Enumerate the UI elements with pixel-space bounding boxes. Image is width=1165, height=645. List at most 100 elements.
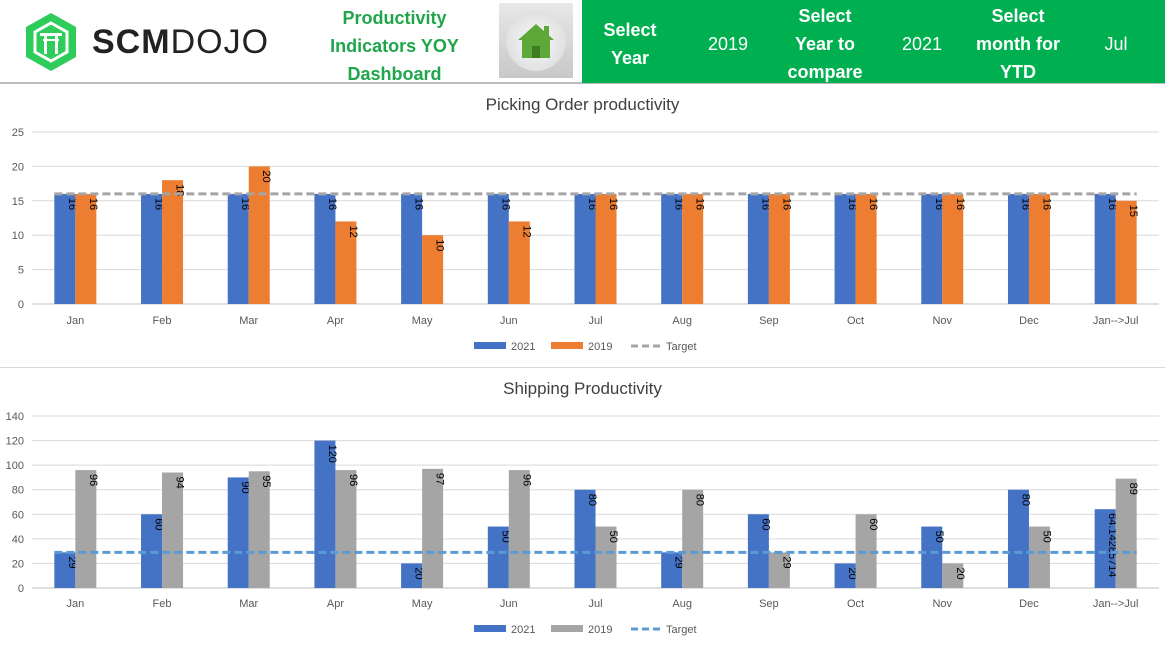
data-label: 16 bbox=[694, 198, 706, 210]
bar-2019 bbox=[855, 193, 877, 304]
legend-swatch bbox=[474, 342, 506, 349]
y-tick-label: 5 bbox=[18, 265, 24, 277]
bar-2021 bbox=[1007, 193, 1029, 304]
shipping-chart: 0 20 40 60 80 100 120 140 29 96 Jan 60 94 Feb 90 95 Mar 1… bbox=[6, 411, 1159, 636]
data-label: 97 bbox=[434, 473, 446, 485]
data-label: 16 bbox=[326, 198, 338, 210]
select-year-value[interactable]: 2019 bbox=[707, 34, 749, 54]
bar-2021 bbox=[574, 193, 596, 304]
bar-2019 bbox=[942, 563, 964, 588]
bar-2021 bbox=[834, 193, 856, 304]
x-tick-label: Nov bbox=[932, 598, 952, 610]
x-tick-label: May bbox=[412, 598, 433, 610]
bar-2021 bbox=[227, 193, 249, 304]
bar-2019 bbox=[595, 526, 617, 588]
y-tick-label: 25 bbox=[12, 127, 24, 139]
y-tick-label: 20 bbox=[12, 161, 24, 173]
y-tick-label: 0 bbox=[18, 299, 24, 311]
data-label: 16 bbox=[867, 198, 879, 210]
home-button[interactable] bbox=[499, 3, 573, 78]
bar-2019 bbox=[248, 166, 270, 304]
bar-2021 bbox=[487, 526, 509, 588]
data-label: 80 bbox=[694, 494, 706, 506]
data-label: 16 bbox=[607, 198, 619, 210]
y-tick-label: 0 bbox=[18, 583, 24, 595]
bar-2021 bbox=[661, 552, 683, 588]
x-tick-label: Sep bbox=[759, 598, 779, 610]
logo-icon bbox=[26, 13, 76, 71]
data-label: 16 bbox=[239, 198, 251, 210]
x-tick-label: Jul bbox=[588, 315, 602, 327]
bar-2021 bbox=[1007, 489, 1029, 588]
data-label: 90 bbox=[239, 481, 251, 493]
data-label: 16 bbox=[153, 198, 165, 210]
data-label: 50 bbox=[933, 531, 945, 543]
x-tick-label: Dec bbox=[1019, 315, 1039, 327]
chart-title: Shipping Productivity bbox=[503, 379, 662, 398]
data-label: 16 bbox=[846, 198, 858, 210]
legend-swatch bbox=[551, 625, 583, 632]
data-label: 12 bbox=[520, 225, 532, 237]
home-icon bbox=[518, 23, 554, 58]
data-label: 12 bbox=[347, 225, 359, 237]
bar-2021 bbox=[487, 193, 509, 304]
legend-label: 2021 bbox=[511, 624, 535, 636]
x-tick-label: Jul bbox=[588, 598, 602, 610]
data-label: 95 bbox=[260, 475, 272, 487]
legend-swatch bbox=[551, 342, 583, 349]
data-label: 64.14285714 bbox=[1106, 513, 1118, 577]
data-label: 80 bbox=[586, 494, 598, 506]
bar-2021 bbox=[574, 489, 596, 588]
x-tick-label: Feb bbox=[153, 315, 172, 327]
bar-2019 bbox=[75, 193, 97, 304]
x-tick-label: Jan-->Jul bbox=[1093, 315, 1139, 327]
month-ytd-value[interactable]: Jul bbox=[1104, 34, 1128, 54]
x-tick-label: Aug bbox=[672, 598, 692, 610]
bar-2019 bbox=[508, 221, 530, 304]
title-line: Indicators YOY bbox=[330, 36, 459, 56]
x-tick-label: Nov bbox=[932, 315, 952, 327]
x-tick-label: Feb bbox=[153, 598, 172, 610]
data-label: 15 bbox=[1127, 205, 1139, 217]
x-tick-label: Sep bbox=[759, 315, 779, 327]
bar-2019 bbox=[768, 193, 790, 304]
data-label: 29 bbox=[780, 556, 792, 568]
title-line: Productivity bbox=[342, 8, 447, 28]
legend-label: Target bbox=[666, 341, 697, 353]
x-tick-label: May bbox=[412, 315, 433, 327]
bar-2019 bbox=[1115, 200, 1137, 304]
data-label: 50 bbox=[607, 531, 619, 543]
data-label: 94 bbox=[174, 477, 186, 489]
x-tick-label: Jan bbox=[66, 598, 84, 610]
month-ytd-label: Select month for YTD bbox=[976, 6, 1060, 82]
x-tick-label: Apr bbox=[327, 598, 344, 610]
compare-year-value[interactable]: 2021 bbox=[901, 34, 943, 54]
data-label: 96 bbox=[347, 474, 359, 486]
data-label: 16 bbox=[586, 198, 598, 210]
data-label: 16 bbox=[66, 198, 78, 210]
bar-2021 bbox=[401, 193, 423, 304]
data-label: 60 bbox=[759, 518, 771, 530]
bar-2021 bbox=[1094, 193, 1116, 304]
bar-2019 bbox=[1115, 478, 1137, 588]
data-label: 29 bbox=[673, 556, 685, 568]
dashboard-header: SCMDOJO Productivity Indicators YOY Dash… bbox=[0, 0, 1165, 84]
bar-2019 bbox=[508, 470, 530, 588]
data-label: 20 bbox=[413, 567, 425, 579]
data-label: 16 bbox=[1106, 198, 1118, 210]
data-label: 96 bbox=[520, 474, 532, 486]
title-line: Dashboard bbox=[347, 64, 442, 84]
bar-2019 bbox=[335, 221, 357, 304]
x-tick-label: Mar bbox=[239, 315, 258, 327]
data-label: 16 bbox=[933, 198, 945, 210]
x-tick-label: Apr bbox=[327, 315, 344, 327]
x-tick-label: Jan bbox=[66, 315, 84, 327]
bar-2019 bbox=[335, 470, 357, 588]
data-label: 16 bbox=[954, 198, 966, 210]
y-tick-label: 100 bbox=[6, 460, 24, 472]
bar-2019 bbox=[422, 235, 444, 304]
bar-2021 bbox=[747, 514, 769, 588]
bar-2019 bbox=[1028, 193, 1050, 304]
scmdojo-logo: SCMDOJO bbox=[8, 6, 276, 78]
data-label: 89 bbox=[1127, 483, 1139, 495]
